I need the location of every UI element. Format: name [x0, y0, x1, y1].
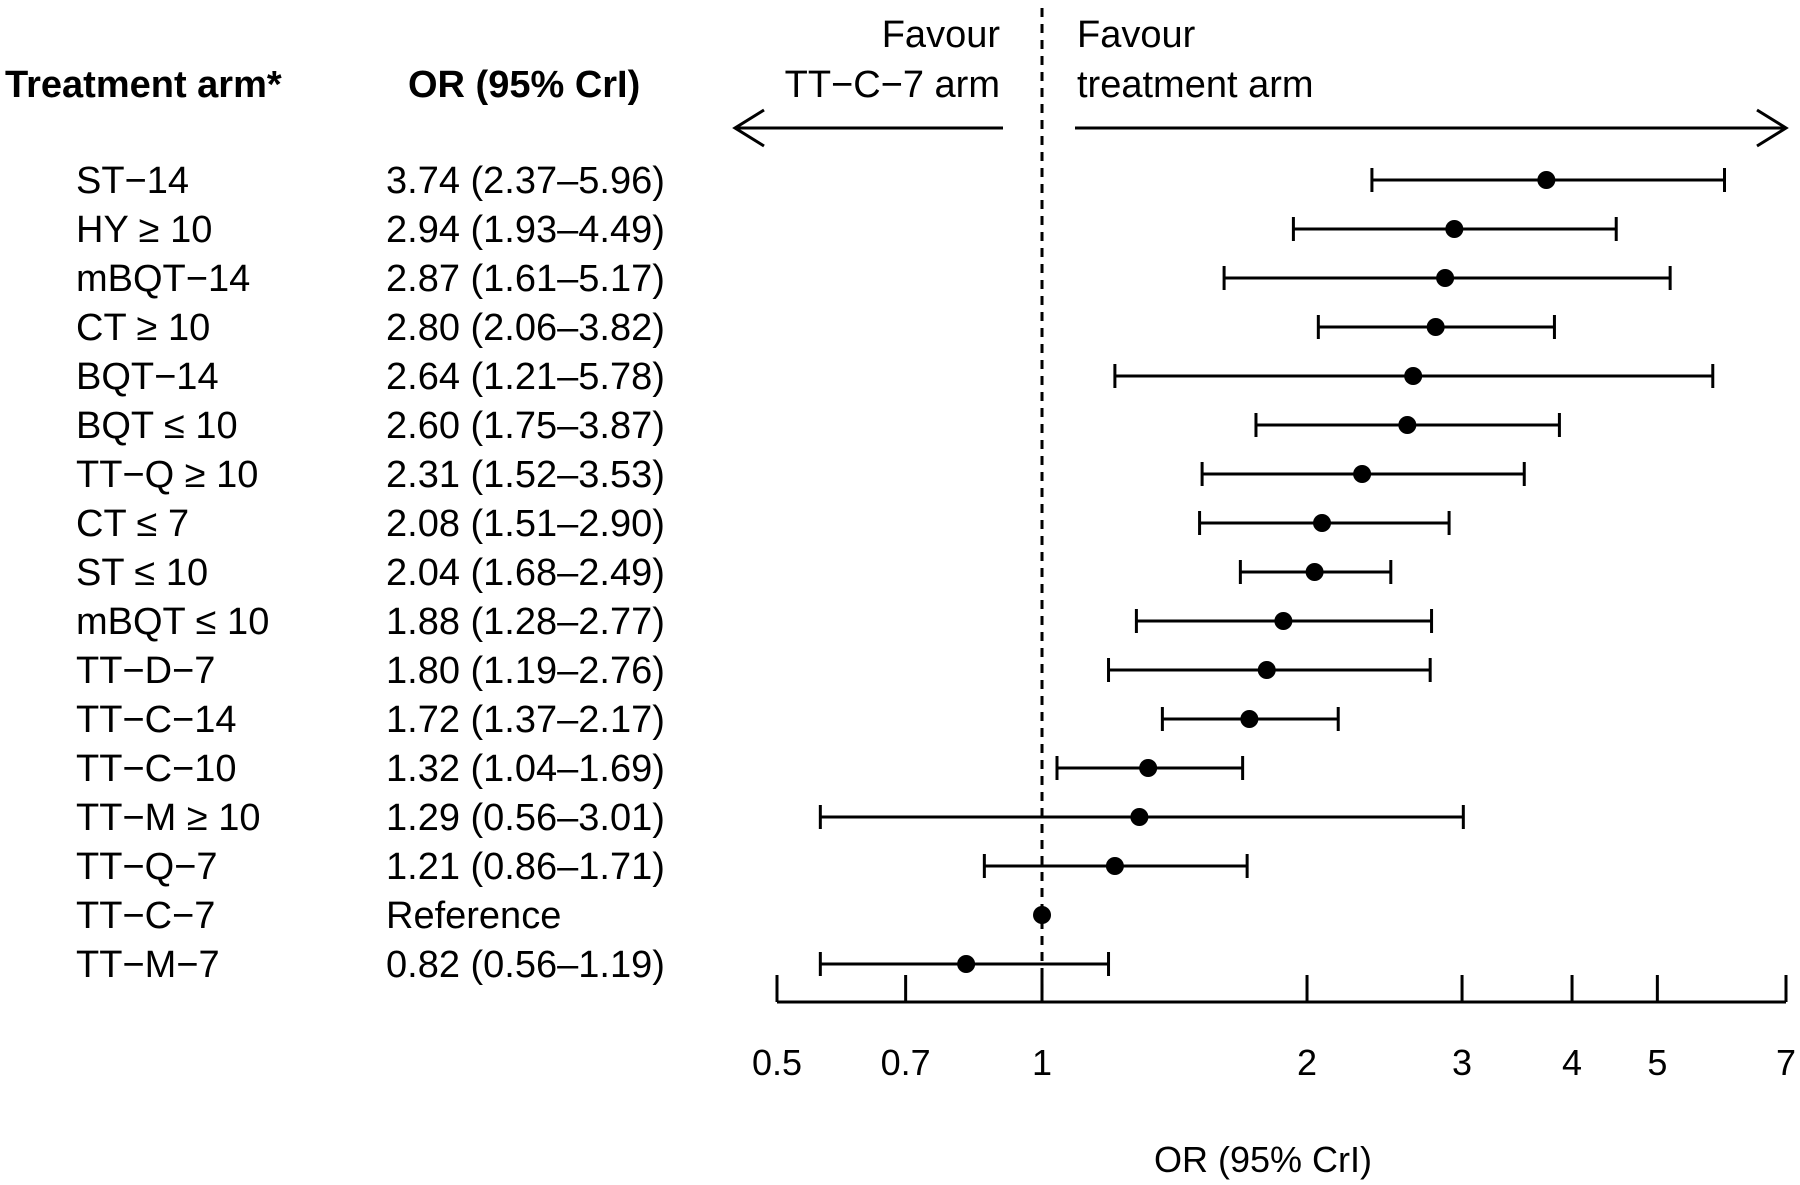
favour-left-arrow	[732, 108, 1003, 148]
row-arm-label: TT−C−7	[76, 895, 215, 937]
or-point	[1305, 563, 1324, 581]
row-arm-label: TT−D−7	[76, 650, 215, 692]
or-point	[1436, 269, 1455, 287]
favour-right-line2: treatment arm	[1077, 64, 1314, 106]
row-or-text: 2.31 (1.52–3.53)	[386, 454, 665, 496]
or-point	[1257, 661, 1276, 679]
row-or-text: Reference	[386, 895, 561, 937]
x-tick-label: 7	[1776, 1042, 1796, 1083]
row-arm-label: TT−M ≥ 10	[76, 797, 261, 839]
row-or-text: 1.21 (0.86–1.71)	[386, 846, 665, 888]
or-point	[1537, 171, 1556, 189]
forest-row: TT−Q−7 1.21 (0.86–1.71)	[76, 846, 1249, 888]
x-tick-label: 1	[1032, 1042, 1052, 1083]
row-arm-label: ST−14	[76, 160, 189, 202]
row-arm-label: TT−Q−7	[76, 846, 218, 888]
row-or-text: 1.72 (1.37–2.17)	[386, 699, 665, 741]
row-arm-label: TT−C−10	[76, 748, 237, 790]
or-point	[1404, 367, 1423, 385]
forest-row: TT−M ≥ 10 1.29 (0.56–3.01)	[76, 797, 1465, 839]
forest-row: TT−D−7 1.80 (1.19–2.76)	[76, 650, 1432, 692]
header-treatment-arm: Treatment arm*	[5, 64, 282, 106]
x-tick-label: 0.7	[881, 1042, 931, 1083]
row-arm-label: TT−M−7	[76, 944, 220, 986]
forest-row: CT ≤ 7 2.08 (1.51–2.90)	[76, 503, 1451, 545]
row-or-text: 1.29 (0.56–3.01)	[386, 797, 665, 839]
row-arm-label: CT ≥ 10	[76, 307, 210, 349]
forest-row: CT ≥ 10 2.80 (2.06–3.82)	[76, 307, 1556, 349]
forest-row: ST ≤ 10 2.04 (1.68–2.49)	[76, 552, 1393, 594]
row-or-text: 1.88 (1.28–2.77)	[386, 601, 665, 643]
row-or-text: 2.64 (1.21–5.78)	[386, 356, 665, 398]
row-arm-label: mBQT−14	[76, 258, 250, 300]
x-tick-label: 3	[1452, 1042, 1472, 1083]
x-tick-label: 2	[1297, 1042, 1317, 1083]
row-or-text: 2.94 (1.93–4.49)	[386, 209, 665, 251]
or-point	[1445, 220, 1464, 238]
or-point	[1426, 318, 1445, 336]
or-point	[957, 955, 976, 973]
row-arm-label: TT−C−14	[76, 699, 237, 741]
or-point	[1313, 514, 1332, 532]
or-point	[1240, 710, 1259, 728]
x-axis-title: OR (95% CrI)	[1154, 1139, 1372, 1180]
forest-row: TT−Q ≥ 10 2.31 (1.52–3.53)	[76, 454, 1526, 496]
row-or-text: 0.82 (0.56–1.19)	[386, 944, 665, 986]
forest-row: BQT ≤ 10 2.60 (1.75–3.87)	[76, 405, 1561, 447]
row-arm-label: HY ≥ 10	[76, 209, 212, 251]
favour-right-line1: Favour	[1077, 14, 1196, 56]
x-tick-label: 4	[1562, 1042, 1582, 1083]
row-or-text: 1.32 (1.04–1.69)	[386, 748, 665, 790]
forest-row: TT−C−10 1.32 (1.04–1.69)	[76, 748, 1245, 790]
or-point	[1398, 416, 1417, 434]
row-arm-label: mBQT ≤ 10	[76, 601, 269, 643]
row-arm-label: CT ≤ 7	[76, 503, 189, 545]
favour-left-line2: TT−C−7 arm	[785, 64, 1000, 106]
forest-row: TT−C−14 1.72 (1.37–2.17)	[76, 699, 1340, 741]
or-point	[1033, 906, 1052, 924]
or-point	[1139, 759, 1158, 777]
forest-row: mBQT ≤ 10 1.88 (1.28–2.77)	[76, 601, 1434, 643]
or-point	[1353, 465, 1372, 483]
or-point	[1105, 857, 1124, 875]
header-or: OR (95% CrI)	[408, 64, 640, 106]
row-arm-label: BQT−14	[76, 356, 219, 398]
row-or-text: 2.60 (1.75–3.87)	[386, 405, 665, 447]
row-or-text: 1.80 (1.19–2.76)	[386, 650, 665, 692]
forest-row: TT−C−7 Reference	[76, 895, 1052, 937]
row-arm-label: BQT ≤ 10	[76, 405, 238, 447]
forest-row: TT−M−7 0.82 (0.56–1.19)	[76, 944, 1111, 986]
favour-right-arrow	[1075, 108, 1789, 148]
or-point	[1274, 612, 1293, 630]
row-or-text: 2.87 (1.61–5.17)	[386, 258, 665, 300]
row-arm-label: TT−Q ≥ 10	[76, 454, 258, 496]
or-point	[1130, 808, 1149, 826]
forest-row: HY ≥ 10 2.94 (1.93–4.49)	[76, 209, 1618, 251]
x-tick-label: 5	[1647, 1042, 1667, 1083]
row-or-text: 2.08 (1.51–2.90)	[386, 503, 665, 545]
forest-row: BQT−14 2.64 (1.21–5.78)	[76, 356, 1715, 398]
row-arm-label: ST ≤ 10	[76, 552, 208, 594]
row-or-text: 3.74 (2.37–5.96)	[386, 160, 665, 202]
row-or-text: 2.04 (1.68–2.49)	[386, 552, 665, 594]
forest-row: ST−14 3.74 (2.37–5.96)	[76, 160, 1727, 202]
forest-row: mBQT−14 2.87 (1.61–5.17)	[76, 258, 1672, 300]
row-or-text: 2.80 (2.06–3.82)	[386, 307, 665, 349]
favour-left-line1: Favour	[882, 14, 1001, 56]
x-tick-label: 0.5	[752, 1042, 802, 1083]
